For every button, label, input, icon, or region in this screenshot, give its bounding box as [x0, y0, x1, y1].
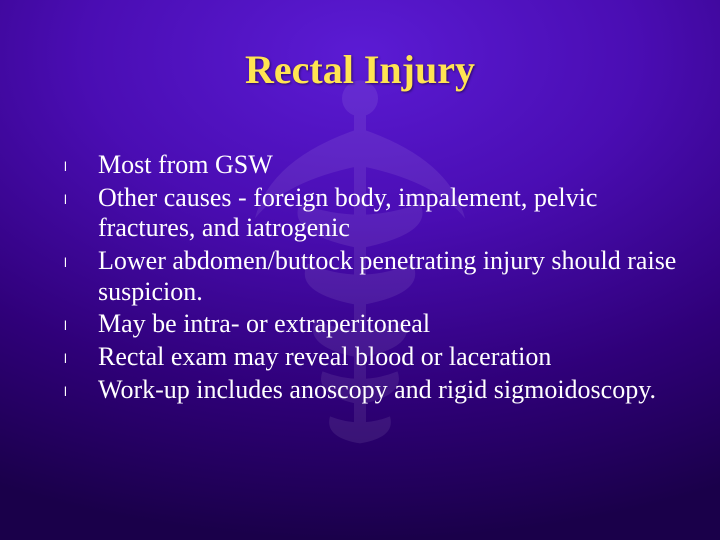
slide: Rectal Injury l Most from GSW l Other ca…: [0, 0, 720, 540]
bullet-text: Work-up includes anoscopy and rigid sigm…: [98, 375, 680, 406]
slide-title: Rectal Injury: [0, 46, 720, 93]
list-item: l Most from GSW: [64, 150, 680, 181]
bullet-icon: l: [64, 150, 98, 173]
list-item: l Lower abdomen/buttock penetrating inju…: [64, 246, 680, 307]
bullet-list: l Most from GSW l Other causes - foreign…: [64, 150, 680, 407]
list-item: l Work-up includes anoscopy and rigid si…: [64, 375, 680, 406]
bullet-text: Other causes - foreign body, impalement,…: [98, 183, 680, 244]
bullet-icon: l: [64, 375, 98, 398]
bullet-text: Most from GSW: [98, 150, 680, 181]
bullet-icon: l: [64, 246, 98, 269]
bullet-text: May be intra- or extraperitoneal: [98, 309, 680, 340]
bullet-icon: l: [64, 309, 98, 332]
bullet-text: Lower abdomen/buttock penetrating injury…: [98, 246, 680, 307]
list-item: l May be intra- or extraperitoneal: [64, 309, 680, 340]
list-item: l Other causes - foreign body, impalemen…: [64, 183, 680, 244]
bullet-icon: l: [64, 342, 98, 365]
list-item: l Rectal exam may reveal blood or lacera…: [64, 342, 680, 373]
bullet-text: Rectal exam may reveal blood or lacerati…: [98, 342, 680, 373]
bullet-icon: l: [64, 183, 98, 206]
